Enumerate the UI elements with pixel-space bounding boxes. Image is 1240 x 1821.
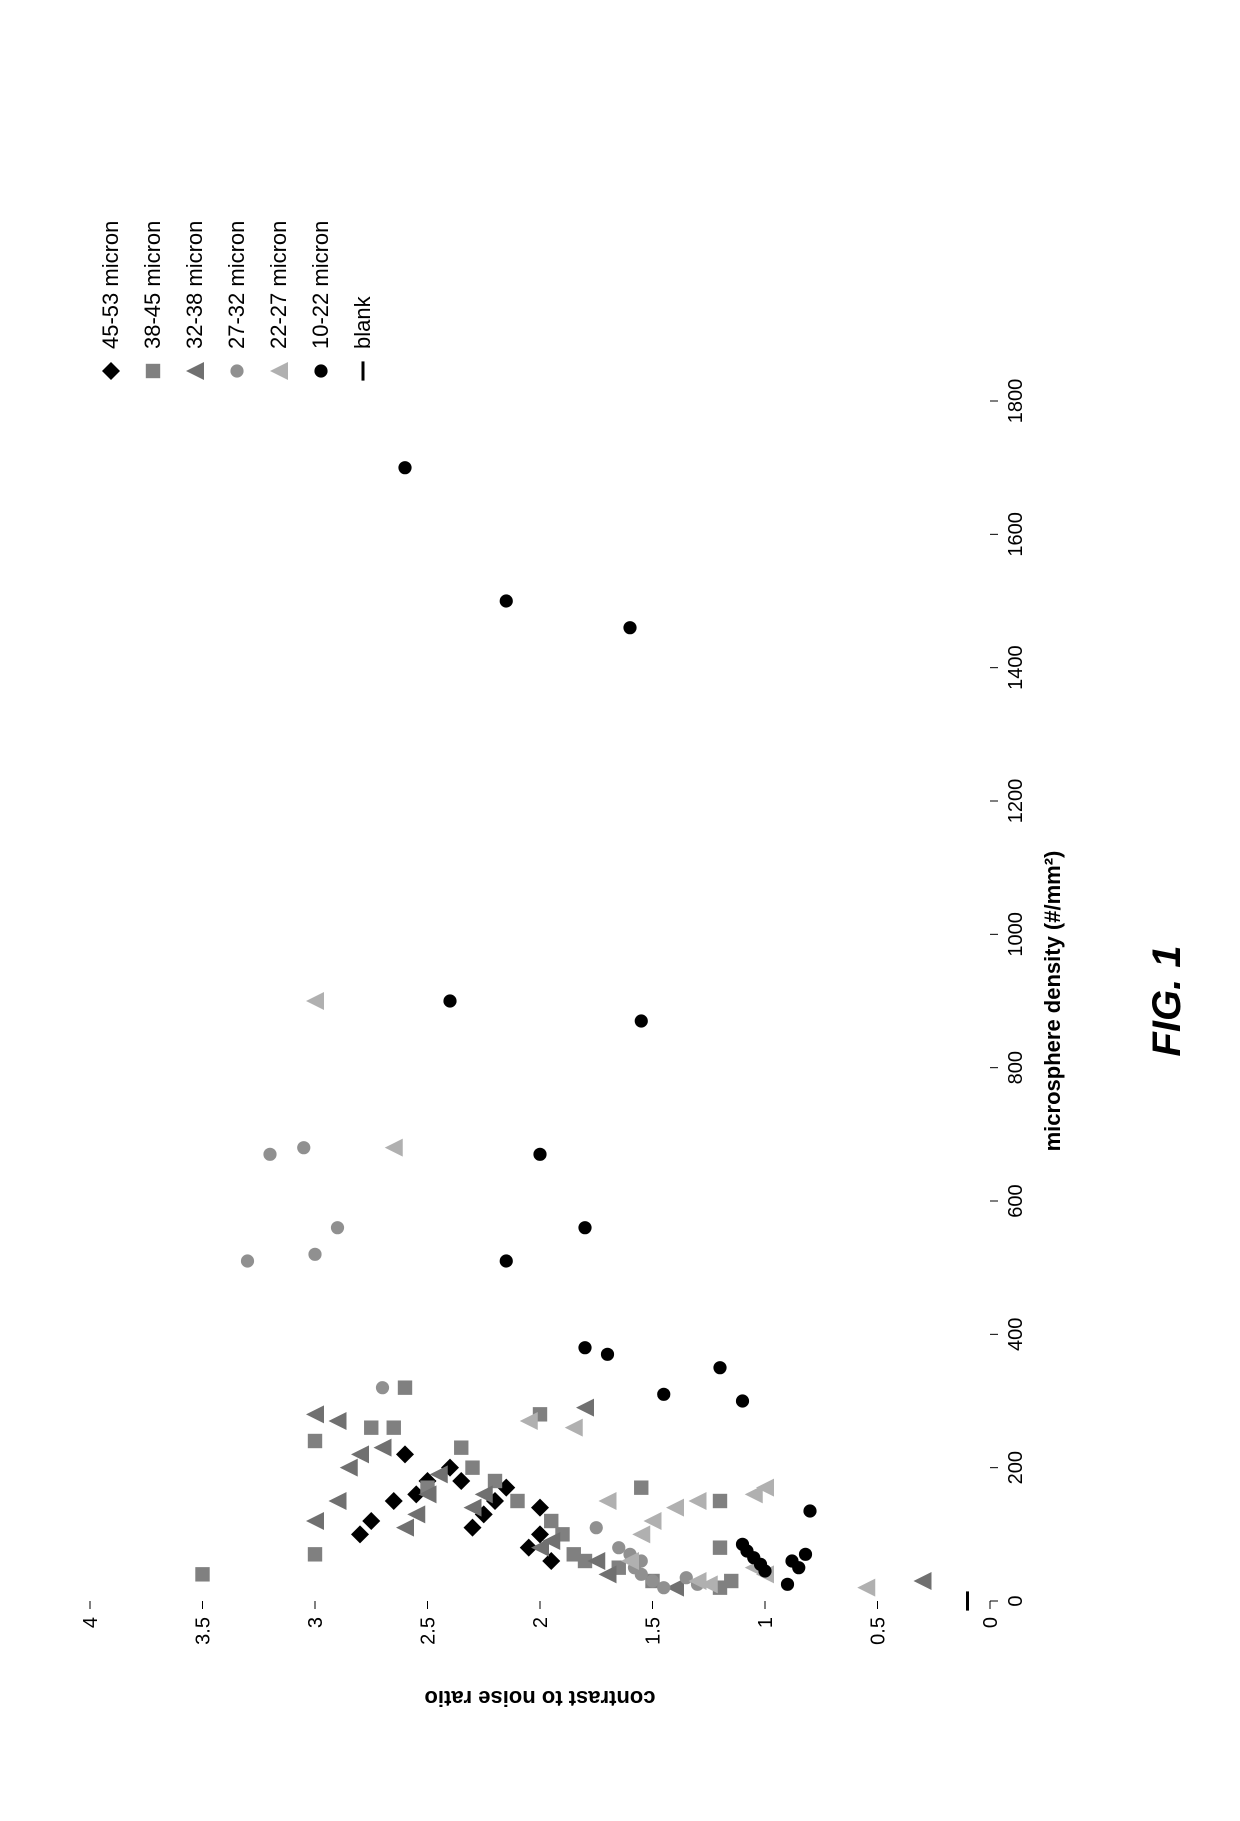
- y-tick-label: 2: [530, 1617, 552, 1628]
- x-tick-label: 1000: [1005, 912, 1027, 957]
- x-tick-label: 1800: [1005, 378, 1027, 423]
- legend-label: blank: [350, 295, 375, 349]
- chart-rotated-wrap: 0 200 400 600 800 1000 1200 1400 1600 1800 0 0.5 1 1.…: [30, 71, 1210, 1751]
- x-tick-label: 800: [1005, 1050, 1027, 1083]
- y-tick-label: 0.5: [868, 1617, 890, 1645]
- y-axis-label: contrast to noise ratio: [424, 1686, 655, 1711]
- data-point: [713, 1540, 727, 1554]
- data-point: [195, 1567, 209, 1581]
- y-tick-label: 0: [980, 1617, 1002, 1628]
- x-tick-label: 200: [1005, 1450, 1027, 1483]
- x-tick-label: 600: [1005, 1184, 1027, 1217]
- x-axis-label: microsphere density (#/mm²): [1040, 850, 1065, 1151]
- y-tick-label: 1: [755, 1617, 777, 1628]
- chart-bg: [30, 71, 1210, 1751]
- y-tick-label: 3.5: [193, 1617, 215, 1645]
- x-tick-label: 1400: [1005, 645, 1027, 690]
- legend-label: 45-53 micron: [98, 220, 123, 348]
- scatter-chart: 0 200 400 600 800 1000 1200 1400 1600 1800 0 0.5 1 1.…: [30, 71, 1210, 1751]
- data-point: [308, 1547, 322, 1561]
- y-tick-label: 3: [305, 1617, 327, 1628]
- data-point: [364, 1420, 378, 1434]
- legend-marker: [146, 363, 160, 377]
- data-point: [488, 1473, 502, 1487]
- data-point: [308, 1433, 322, 1447]
- data-point: [544, 1513, 558, 1527]
- y-tick-label: 4: [80, 1617, 102, 1628]
- data-point: [510, 1493, 524, 1507]
- x-tick-label: 1200: [1005, 778, 1027, 823]
- legend-label: 22-27 micron: [266, 220, 291, 348]
- data-point: [567, 1547, 581, 1561]
- data-point: [454, 1440, 468, 1454]
- x-tick-label: 0: [1005, 1595, 1027, 1606]
- legend-label: 32-38 micron: [182, 220, 207, 348]
- data-point: [724, 1573, 738, 1587]
- y-tick-label: 2.5: [418, 1617, 440, 1645]
- y-tick-label: 1.5: [643, 1617, 665, 1645]
- figure-label: FIG. 1: [1145, 945, 1189, 1056]
- legend-label: 38-45 micron: [140, 220, 165, 348]
- legend-label: 27-32 micron: [224, 220, 249, 348]
- figure-container: 0 200 400 600 800 1000 1200 1400 1600 1800 0 0.5 1 1.…: [0, 0, 1240, 1821]
- data-point: [387, 1420, 401, 1434]
- data-point: [398, 1380, 412, 1394]
- data-point: [713, 1493, 727, 1507]
- x-tick-label: 1600: [1005, 512, 1027, 557]
- legend-label: 10-22 micron: [308, 220, 333, 348]
- x-tick-label: 400: [1005, 1317, 1027, 1350]
- data-point: [465, 1460, 479, 1474]
- data-point: [634, 1480, 648, 1494]
